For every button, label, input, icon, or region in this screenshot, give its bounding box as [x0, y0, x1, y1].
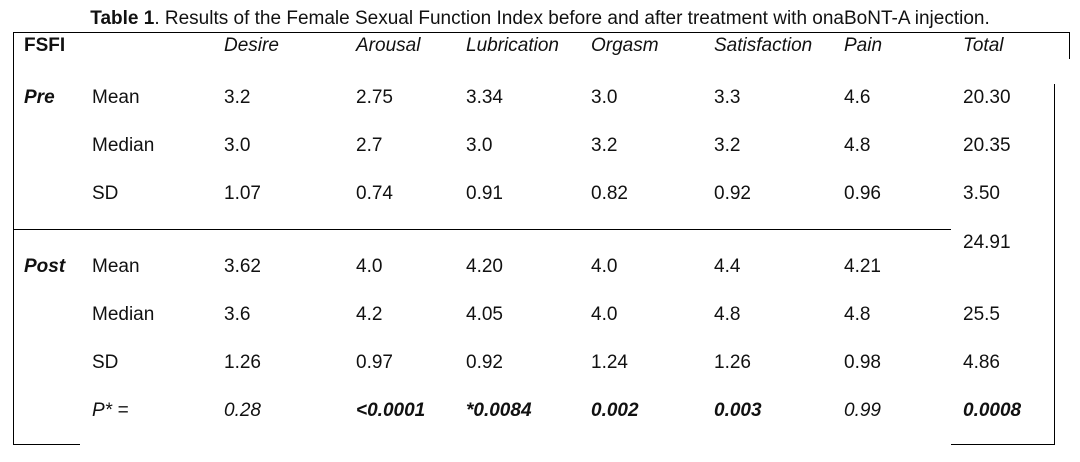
- table-cell: 0.82: [591, 183, 628, 204]
- pvalue-cell: 0.0008: [963, 400, 1022, 421]
- pvalue-cell: 0.28: [224, 400, 261, 421]
- table-top-rule: [13, 32, 1070, 33]
- table-cell: 25.5: [963, 304, 1000, 325]
- table-right-border: [1054, 84, 1055, 444]
- table-cell: 3.3: [714, 87, 741, 108]
- table-cell: 3.34: [466, 87, 503, 108]
- table-cell: 4.0: [356, 256, 383, 277]
- table-cell: 3.50: [963, 183, 1000, 204]
- header-satisfaction: Satisfaction: [714, 35, 813, 56]
- table-cell: 0.98: [844, 352, 881, 373]
- table-cell: 0.96: [844, 183, 881, 204]
- stat-label: Median: [92, 304, 155, 325]
- table-cell: 1.07: [224, 183, 261, 204]
- stat-label: SD: [92, 352, 119, 373]
- pvalue-cell: 0.002: [591, 400, 639, 421]
- table-cell: 3.0: [466, 135, 493, 156]
- header-total: Total: [963, 35, 1004, 56]
- table-cell: 20.35: [963, 135, 1011, 156]
- table-right-border-upper: [1069, 32, 1070, 59]
- header-arousal: Arousal: [356, 35, 421, 56]
- stat-label: Median: [92, 135, 155, 156]
- table-cell: 0.91: [466, 183, 503, 204]
- table-cell: 4.05: [466, 304, 503, 325]
- table-cell: 4.4: [714, 256, 741, 277]
- pvalue-label: P* =: [92, 400, 129, 421]
- table-cell: 2.7: [356, 135, 383, 156]
- table-cell: 1.26: [224, 352, 261, 373]
- pvalue-cell: <0.0001: [356, 400, 426, 421]
- table-cell: 4.6: [844, 87, 871, 108]
- table-left-border: [13, 32, 14, 444]
- pvalue-cell: *0.0084: [466, 400, 532, 421]
- header-pain: Pain: [844, 35, 883, 56]
- table-cell: 3.2: [714, 135, 741, 156]
- table-cell: 4.8: [844, 135, 871, 156]
- table-cell: 1.24: [591, 352, 628, 373]
- table-cell: 0.97: [356, 352, 393, 373]
- table-cell: 4.86: [963, 352, 1000, 373]
- header-desire: Desire: [224, 35, 279, 56]
- pvalue-cell: 0.99: [844, 400, 881, 421]
- stat-label: SD: [92, 183, 119, 204]
- table-cell: 4.8: [714, 304, 741, 325]
- header-fsfi: FSFI: [24, 35, 66, 56]
- table-cell: 20.30: [963, 87, 1011, 108]
- table-cell: 4.21: [844, 256, 881, 277]
- table-cell: 4.0: [591, 304, 618, 325]
- table-cell: 3.0: [224, 135, 251, 156]
- table-cell: 1.26: [714, 352, 751, 373]
- table-cell: 3.0: [591, 87, 618, 108]
- table-cell: 4.20: [466, 256, 503, 277]
- header-orgasm: Orgasm: [591, 35, 659, 56]
- stat-label: Mean: [92, 256, 140, 277]
- group-pre: Pre: [24, 87, 55, 108]
- table-cell: 4.0: [591, 256, 618, 277]
- table-cell: 0.92: [714, 183, 751, 204]
- table-caption-label: Table 1: [90, 8, 155, 29]
- table-cell: 3.2: [591, 135, 618, 156]
- table-cell: 3.6: [224, 304, 251, 325]
- pvalue-cell: 0.003: [714, 400, 762, 421]
- table-bottom-rule-right: [951, 444, 1055, 445]
- table-caption-text: . Results of the Female Sexual Function …: [154, 8, 990, 29]
- group-post: Post: [24, 256, 66, 277]
- table-cell: 4.8: [844, 304, 871, 325]
- header-lubrication: Lubrication: [466, 35, 559, 56]
- table-middle-rule: [13, 229, 951, 230]
- table-cell: 3.62: [224, 256, 261, 277]
- table-cell: 24.91: [963, 232, 1011, 253]
- table-cell: 3.2: [224, 87, 251, 108]
- table-caption: Table 1. Results of the Female Sexual Fu…: [0, 8, 1080, 30]
- stat-label: Mean: [92, 87, 140, 108]
- table-cell: 0.92: [466, 352, 503, 373]
- table-cell: 2.75: [356, 87, 393, 108]
- table-cell: 4.2: [356, 304, 383, 325]
- table-cell: 0.74: [356, 183, 393, 204]
- table-bottom-rule-left: [13, 444, 80, 445]
